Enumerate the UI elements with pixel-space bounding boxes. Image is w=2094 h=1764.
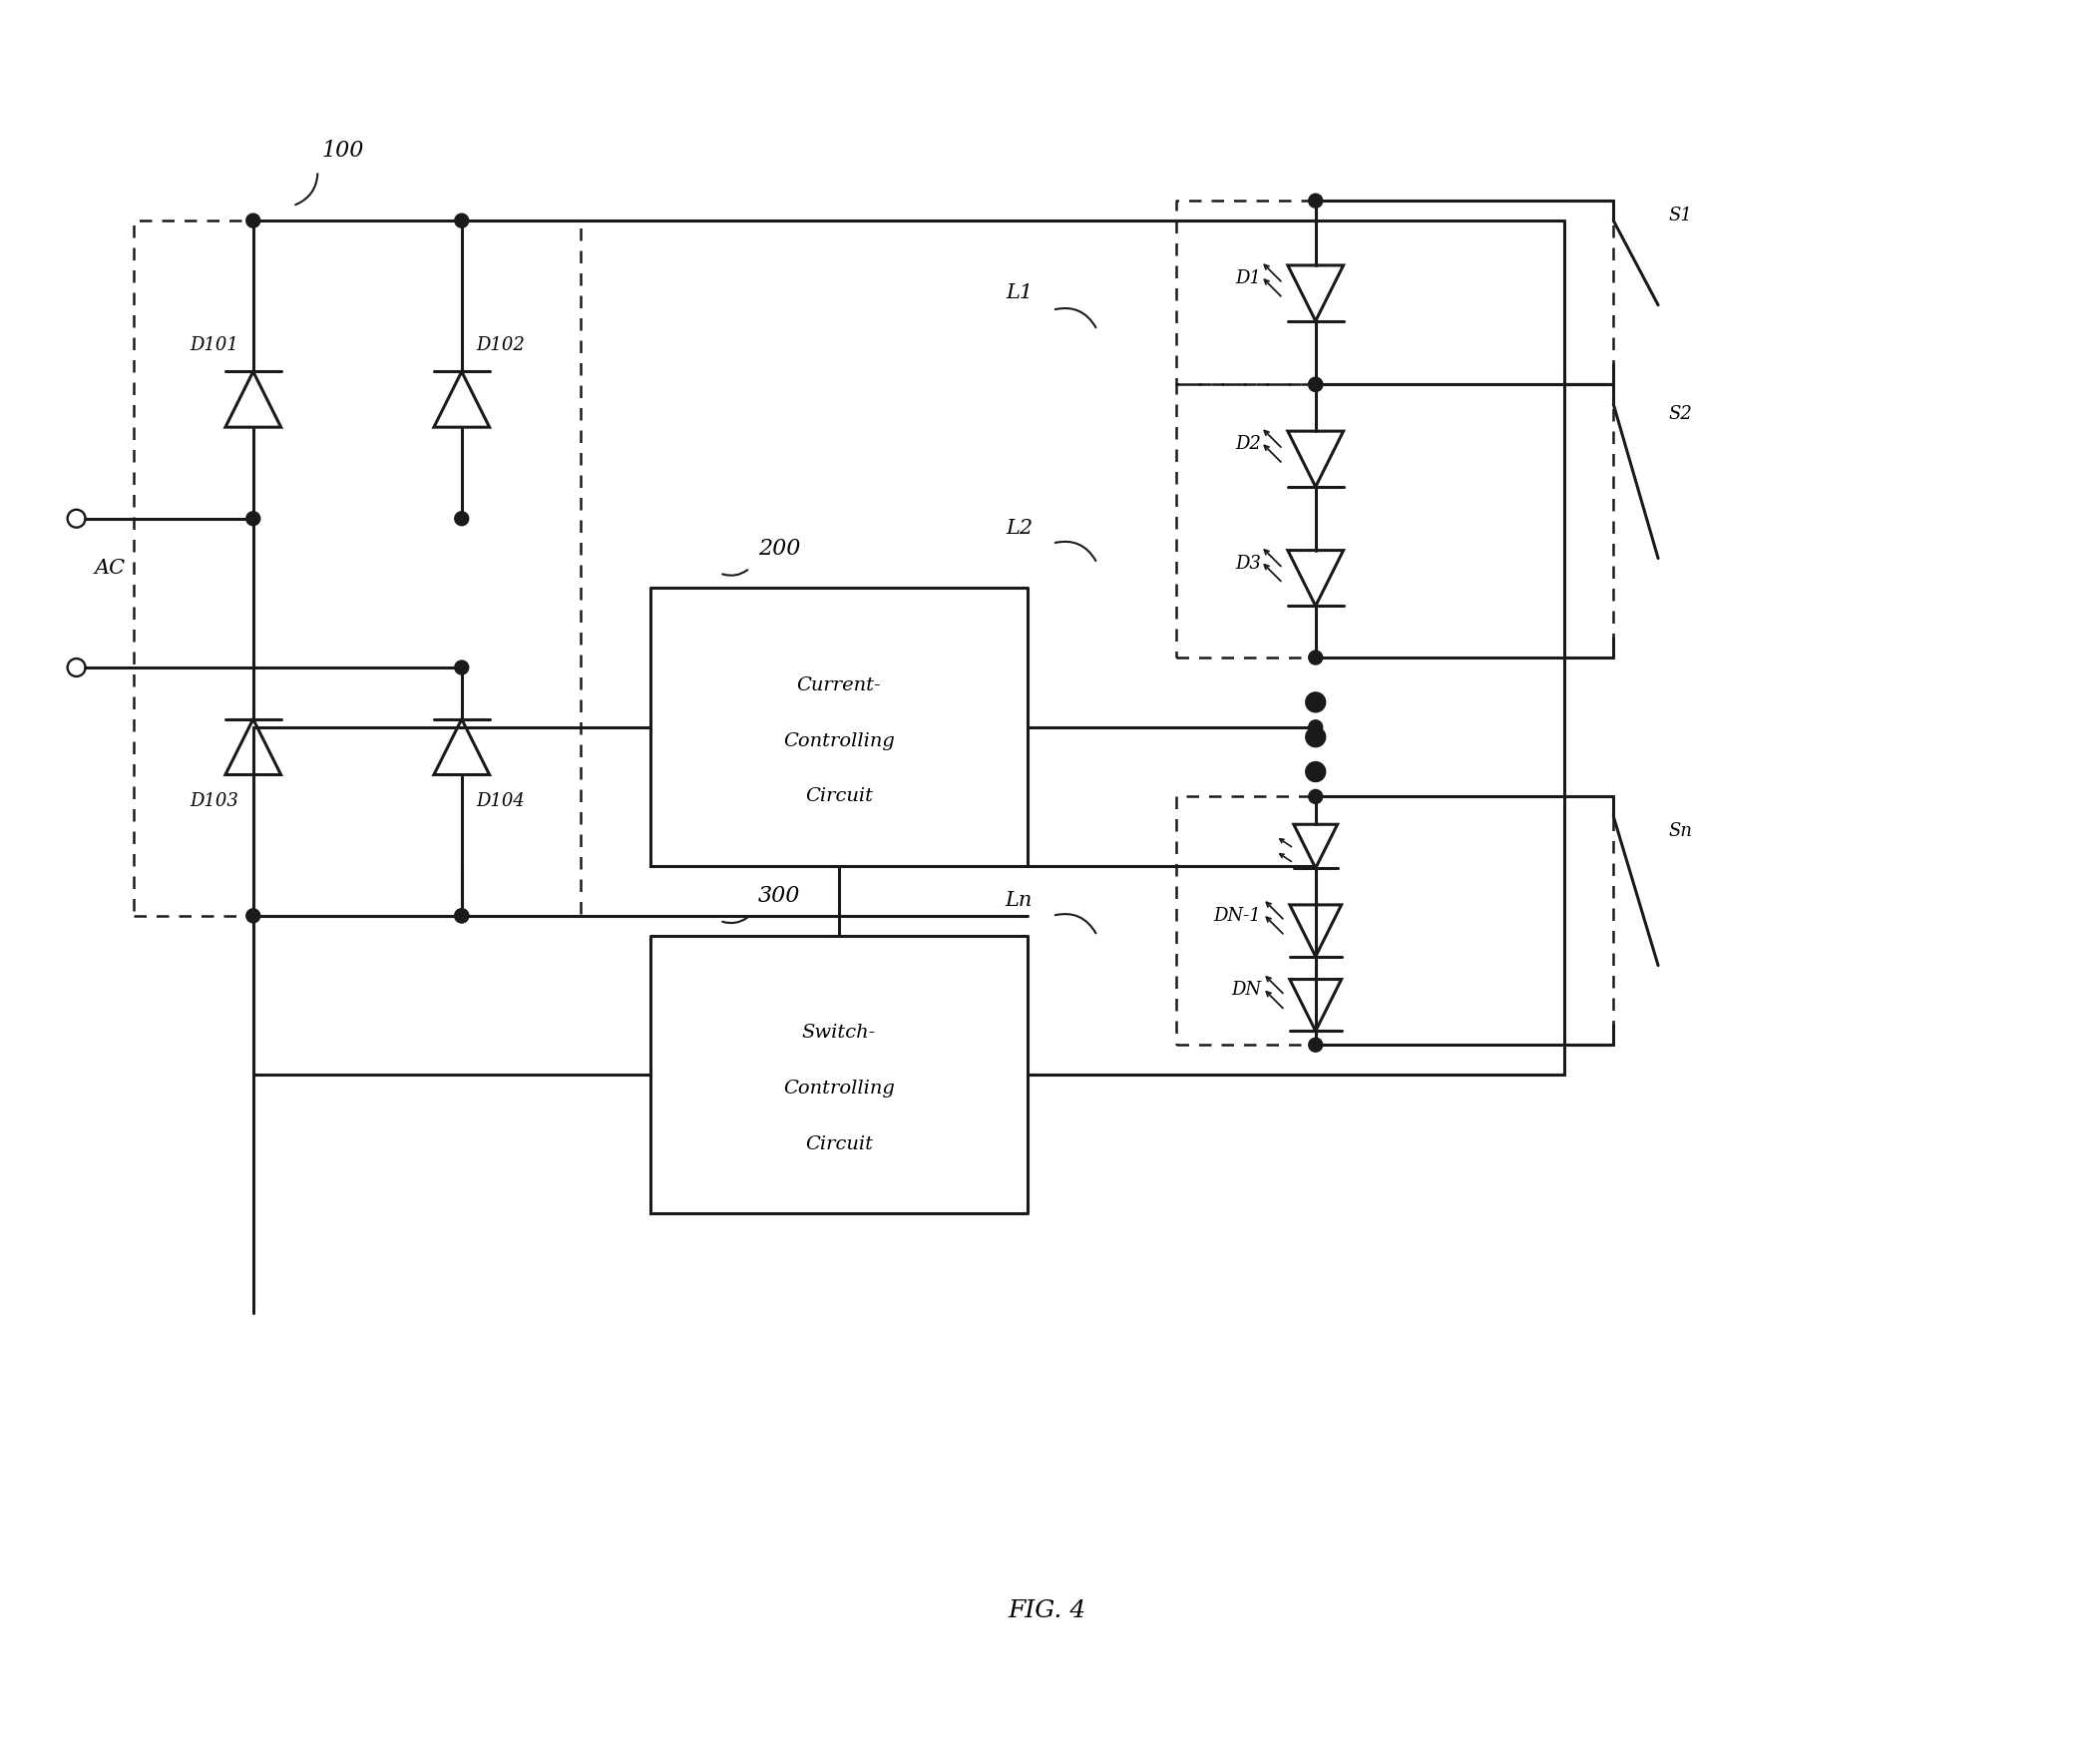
Text: D1: D1 <box>1235 270 1261 288</box>
Circle shape <box>454 908 469 923</box>
Text: 200: 200 <box>758 538 800 559</box>
Circle shape <box>1309 377 1323 392</box>
Circle shape <box>1309 651 1323 665</box>
Text: Switch-: Switch- <box>802 1023 875 1043</box>
FancyArrowPatch shape <box>1055 542 1095 561</box>
Circle shape <box>1309 790 1323 804</box>
FancyArrowPatch shape <box>295 175 318 205</box>
Text: L2: L2 <box>1005 519 1032 538</box>
Circle shape <box>247 512 260 526</box>
FancyArrowPatch shape <box>722 570 748 575</box>
Circle shape <box>1307 762 1326 781</box>
Circle shape <box>67 510 86 527</box>
Circle shape <box>1309 194 1323 208</box>
Text: D101: D101 <box>191 335 239 355</box>
Text: 100: 100 <box>320 139 364 162</box>
Text: D104: D104 <box>477 792 526 810</box>
FancyArrowPatch shape <box>1055 914 1095 933</box>
Circle shape <box>454 512 469 526</box>
Text: Circuit: Circuit <box>804 1136 873 1154</box>
Circle shape <box>454 660 469 674</box>
Circle shape <box>454 908 469 923</box>
FancyArrowPatch shape <box>722 917 748 923</box>
Text: Current-: Current- <box>798 676 882 695</box>
Text: D103: D103 <box>191 792 239 810</box>
Text: Controlling: Controlling <box>783 732 894 750</box>
Circle shape <box>247 213 260 228</box>
Text: FIG. 4: FIG. 4 <box>1009 1600 1087 1623</box>
Circle shape <box>1307 691 1326 713</box>
Text: AC: AC <box>94 559 126 577</box>
Circle shape <box>67 658 86 676</box>
Circle shape <box>1309 1037 1323 1051</box>
Text: Sn: Sn <box>1669 822 1692 840</box>
Text: D3: D3 <box>1235 554 1261 572</box>
Circle shape <box>1309 720 1323 734</box>
FancyArrowPatch shape <box>1055 309 1095 328</box>
Text: DN: DN <box>1231 981 1261 998</box>
Text: L1: L1 <box>1005 284 1032 303</box>
Text: D2: D2 <box>1235 436 1261 453</box>
Text: S1: S1 <box>1669 206 1692 224</box>
Circle shape <box>1309 377 1323 392</box>
Text: Ln: Ln <box>1005 891 1032 910</box>
Circle shape <box>454 213 469 228</box>
Text: 300: 300 <box>758 886 800 907</box>
Text: S2: S2 <box>1669 406 1692 423</box>
Circle shape <box>247 908 260 923</box>
Text: DN-1: DN-1 <box>1212 907 1261 924</box>
Text: Controlling: Controlling <box>783 1080 894 1097</box>
Text: D102: D102 <box>477 335 526 355</box>
Text: Circuit: Circuit <box>804 787 873 806</box>
Circle shape <box>1307 727 1326 746</box>
